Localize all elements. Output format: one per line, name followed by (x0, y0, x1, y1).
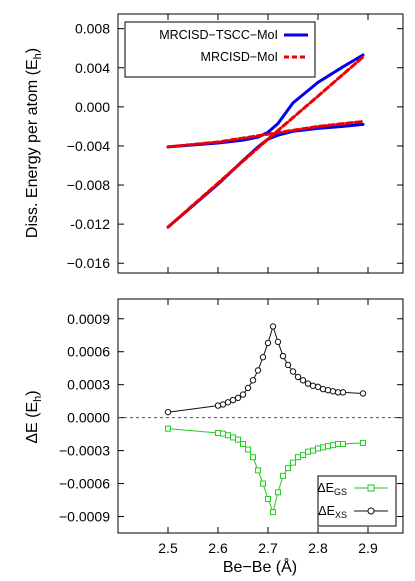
bottom-series-0-point (305, 448, 311, 455)
bottom-series-1-point (309, 382, 317, 389)
bottom-y-tick-label: 0.0000 (67, 410, 110, 426)
bottom-series-0-point (275, 489, 281, 496)
top-series-line-2 (166, 120, 365, 149)
bottom-x-tick-label: 2.7 (258, 540, 278, 556)
bottom-x-tick-label: 2.6 (208, 540, 228, 556)
bottom-series-1-point (264, 339, 272, 347)
bottom-series-0-point (280, 472, 286, 479)
bottom-x-ticks: 2.5 2.6 2.7 2.8 2.9 (158, 299, 378, 556)
top-panel: 0.0080.0040.000−0.004−0.008-0.012−0.016 … (24, 13, 404, 274)
legend-label-de-gs: ΔEGS (317, 481, 347, 497)
bottom-series-0-point (225, 432, 231, 439)
top-y-axis-label: Diss. Energy per atom (Eh) (24, 48, 44, 238)
bottom-series-0-point (255, 467, 261, 474)
bottom-legend-box (317, 475, 397, 527)
top-series-line-0 (166, 53, 365, 149)
bottom-x-tick-label: 2.9 (358, 540, 378, 556)
legend-label-mrcisd-tscc: MRCISD−TSCC−MoI (159, 28, 278, 42)
bottom-series-1-point (269, 323, 277, 330)
legend-label-mrcisd: MRCISD−MoI (201, 50, 278, 64)
bottom-series-0-point (330, 442, 336, 449)
bottom-series-1-point (299, 377, 307, 384)
bottom-series-1-point (249, 377, 257, 384)
bottom-y-tick-label: −0.0006 (59, 476, 110, 492)
bottom-series-0-point (340, 441, 346, 448)
bottom-y-tick-label: −0.0003 (59, 443, 110, 459)
bottom-y-tick-label: −0.0009 (59, 509, 110, 525)
bottom-series-line-1 (167, 326, 364, 413)
bottom-series-1-point (274, 338, 282, 346)
bottom-series-0-point (360, 439, 366, 446)
legend-swatch-de-xs-marker (367, 507, 375, 515)
bottom-series-0-point (215, 430, 221, 437)
bottom-series-1-point (234, 394, 242, 402)
bottom-y-axis-label: ΔE (Eh) (24, 390, 44, 443)
bottom-series-1-point (319, 385, 327, 393)
top-y-tick-label: −0.008 (67, 177, 110, 193)
top-y-tick-label: 0.008 (75, 21, 110, 37)
bottom-panel: 0.0009 0.0006 0.0003 0.0000 −0.0003 −0.0006 −0… (24, 298, 404, 576)
bottom-x-axis-label: Be−Be (Å) (223, 557, 297, 576)
bottom-x-tick-label: 2.8 (308, 540, 328, 556)
bottom-series-0-point (260, 480, 266, 487)
bottom-legend: ΔEGS ΔEXS (317, 475, 397, 527)
top-x-ticks (167, 14, 369, 273)
bottom-series-0-point (230, 434, 236, 441)
top-plot-frame (117, 13, 404, 274)
top-y-ticks: 0.008 0.004 0.000 −0.004 −0.008 -0.012 −0.016 (67, 21, 403, 271)
bottom-series-0-point (310, 447, 316, 454)
bottom-series-0-point (245, 446, 251, 453)
bottom-series-0-point (270, 509, 276, 516)
bottom-series-0-point (250, 454, 256, 461)
bottom-series-1-point (259, 354, 267, 361)
legend-label-de-xs: ΔEXS (318, 504, 347, 520)
top-legend-box (124, 21, 316, 78)
top-series (166, 53, 365, 229)
bottom-series-0-point (315, 445, 321, 452)
bottom-series-0-point (295, 454, 301, 461)
bottom-series-0-point (235, 436, 241, 443)
bottom-series-1-point (214, 402, 222, 409)
bottom-series-0-point (320, 444, 326, 451)
legend-swatch-de-gs-marker (367, 484, 375, 492)
bottom-y-tick-label: 0.0006 (67, 344, 110, 360)
bottom-y-ticks: 0.0009 0.0006 0.0003 0.0000 −0.0003 −0.0006 −0… (59, 311, 403, 525)
bottom-series-0-point (285, 465, 291, 472)
top-legend: MRCISD−TSCC−MoI MRCISD−MoI (124, 21, 316, 78)
top-y-tick-label: 0.000 (75, 99, 110, 115)
bottom-series-1-point (284, 361, 292, 369)
bottom-series-0-point (220, 430, 226, 437)
top-y-tick-label: 0.004 (75, 60, 110, 76)
bottom-series-0-point (265, 495, 271, 502)
bottom-series-1-point (339, 389, 347, 396)
bottom-series-0-point (300, 452, 306, 458)
bottom-series-0-point (325, 443, 331, 450)
bottom-x-tick-label: 2.5 (158, 540, 178, 556)
bottom-series-0-point (165, 425, 171, 432)
bottom-series (164, 323, 367, 516)
bottom-series-0-point (290, 459, 296, 466)
bottom-series-1-point (324, 386, 332, 394)
bottom-series-0-point (335, 441, 341, 448)
bottom-series-1-point (164, 408, 172, 416)
bottom-series-1-point (279, 352, 287, 360)
bottom-series-1-point (294, 373, 302, 381)
top-series-line-3 (166, 55, 365, 229)
top-y-tick-label: -0.012 (70, 216, 110, 232)
bottom-y-tick-label: 0.0003 (67, 377, 110, 393)
bottom-plot-frame (117, 298, 404, 534)
bottom-series-1-point (254, 367, 262, 374)
bottom-y-tick-label: 0.0009 (67, 311, 110, 327)
top-y-tick-label: −0.004 (67, 138, 110, 154)
bottom-series-0-point (240, 441, 246, 448)
bottom-series-1-point (289, 368, 297, 375)
bottom-series-1-point (359, 390, 367, 397)
bottom-series-1-point (329, 388, 337, 395)
top-y-tick-label: −0.016 (67, 255, 110, 271)
bottom-series-1-point (239, 391, 247, 398)
bottom-series-1-point (244, 384, 252, 392)
